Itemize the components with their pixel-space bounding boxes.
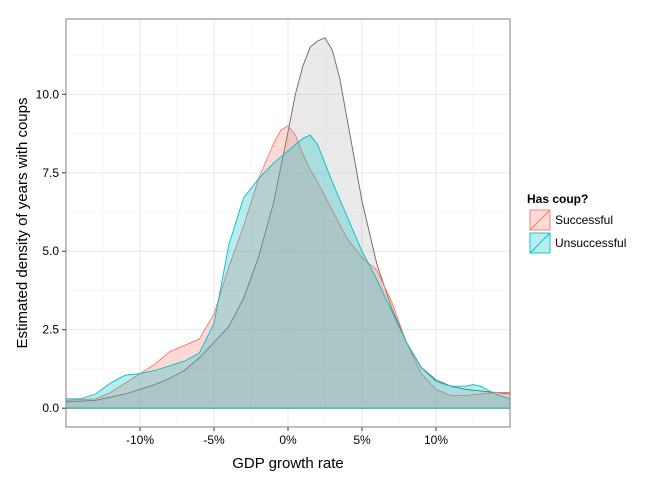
- density-areas: [65, 37, 511, 409]
- legend-title: Has coup?: [527, 192, 588, 206]
- x-tick-label: 5%: [353, 433, 371, 447]
- density-area-successful: [65, 125, 511, 409]
- plot-border: [65, 18, 511, 428]
- legend-label-successful: Successful: [555, 213, 613, 227]
- x-axis-title: GDP growth rate: [232, 455, 343, 472]
- y-tick-label: 2.5: [42, 323, 59, 337]
- y-tick-label: 0.0: [42, 401, 59, 415]
- y-tick-label: 10.0: [36, 87, 60, 101]
- legend: Has coup? Successful Unsuccessful: [527, 192, 626, 254]
- legend-key-slash-successful: [529, 209, 551, 231]
- legend-key-slash-unsuccessful: [529, 232, 551, 254]
- x-axis: -10% -5% 0% 5% 10%: [126, 427, 448, 447]
- legend-label-unsuccessful: Unsuccessful: [555, 236, 626, 250]
- x-tick-label: 0%: [279, 433, 297, 447]
- y-tick-label: 5.0: [42, 244, 59, 258]
- x-tick-label: -10%: [126, 433, 154, 447]
- y-axis: 0.0 2.5 5.0 7.5 10.0: [36, 87, 66, 415]
- y-tick-label: 7.5: [42, 166, 59, 180]
- x-tick-label: 10%: [424, 433, 448, 447]
- x-tick-label: -5%: [203, 433, 225, 447]
- y-axis-title: Estimated density of years with coups: [14, 98, 31, 349]
- density-area-unsuccessful: [65, 134, 511, 409]
